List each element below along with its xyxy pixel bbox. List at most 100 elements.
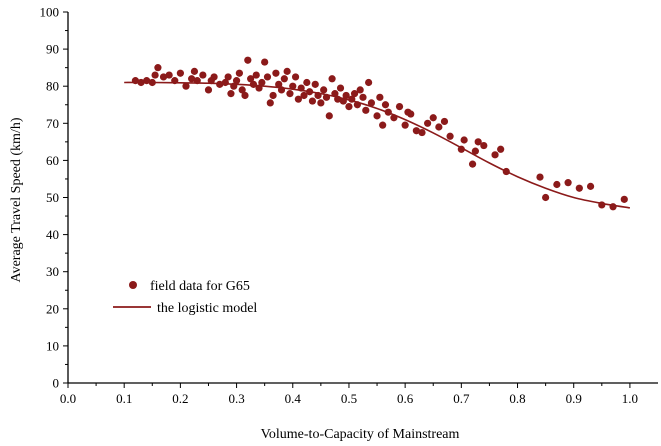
data-point bbox=[429, 114, 437, 122]
data-point bbox=[266, 99, 274, 107]
data-point bbox=[176, 69, 184, 77]
data-point bbox=[249, 80, 258, 88]
data-point bbox=[263, 73, 272, 81]
data-point bbox=[137, 78, 145, 87]
data-point bbox=[345, 103, 353, 111]
data-point bbox=[564, 179, 572, 187]
data-point bbox=[255, 84, 263, 92]
x-axis-ticks: 0.0 0.1 0.2 0.3 0.4 0.5 0.6 0.7 0.8 0.9 1.0 bbox=[60, 383, 638, 406]
data-point bbox=[334, 95, 342, 103]
x-tick-label: 0.7 bbox=[453, 391, 470, 406]
data-point bbox=[238, 86, 246, 94]
data-point bbox=[339, 97, 347, 105]
x-tick-label: 1.0 bbox=[622, 391, 638, 406]
data-point bbox=[384, 108, 392, 116]
data-point bbox=[322, 93, 331, 101]
data-point bbox=[395, 103, 404, 111]
data-point bbox=[348, 95, 356, 103]
data-point bbox=[154, 64, 162, 72]
data-point bbox=[328, 75, 336, 83]
data-point bbox=[620, 195, 628, 203]
data-point bbox=[297, 84, 305, 92]
data-point bbox=[247, 75, 255, 83]
logistic-model-curve bbox=[124, 81, 631, 209]
data-point bbox=[283, 67, 291, 75]
data-point bbox=[280, 75, 288, 83]
data-point bbox=[457, 145, 465, 153]
data-point bbox=[204, 86, 213, 94]
data-point bbox=[148, 78, 156, 87]
legend-label-field-data: field data for G65 bbox=[150, 279, 250, 294]
y-axis-title: Average Travel Speed (km/h) bbox=[9, 117, 24, 282]
data-point bbox=[188, 75, 196, 83]
data-point bbox=[294, 95, 302, 103]
data-point bbox=[497, 145, 505, 153]
data-point bbox=[362, 106, 370, 114]
data-point bbox=[468, 160, 477, 168]
data-point bbox=[159, 73, 168, 81]
data-point bbox=[227, 90, 235, 98]
data-point bbox=[244, 56, 252, 64]
y-tick-label: 70 bbox=[46, 116, 59, 131]
data-point bbox=[291, 73, 300, 81]
data-point bbox=[379, 121, 387, 129]
data-point bbox=[350, 90, 359, 98]
y-tick-label: 50 bbox=[46, 190, 59, 205]
data-point bbox=[474, 138, 482, 146]
legend: field data for G65 the logistic model bbox=[113, 279, 257, 316]
data-point bbox=[542, 193, 550, 202]
data-point bbox=[536, 173, 544, 181]
data-point bbox=[446, 132, 454, 140]
data-point bbox=[303, 78, 311, 87]
x-axis-title: Volume-to-Capacity of Mainstream bbox=[261, 427, 460, 442]
data-point bbox=[376, 93, 384, 101]
legend-label-logistic-model: the logistic model bbox=[157, 301, 257, 316]
data-point bbox=[502, 167, 510, 176]
data-point bbox=[480, 141, 488, 150]
x-tick-label: 0.8 bbox=[509, 391, 525, 406]
data-point bbox=[289, 82, 297, 90]
data-point bbox=[193, 77, 201, 85]
field-data-points bbox=[131, 56, 628, 211]
data-point bbox=[221, 78, 229, 87]
y-tick-label: 30 bbox=[46, 264, 59, 279]
y-tick-label: 80 bbox=[46, 79, 59, 94]
data-point bbox=[151, 71, 159, 79]
data-point bbox=[491, 151, 499, 159]
data-point bbox=[171, 77, 179, 85]
data-point bbox=[311, 80, 319, 88]
data-point bbox=[359, 93, 367, 101]
data-point bbox=[367, 99, 376, 107]
data-point bbox=[275, 80, 283, 88]
x-tick-label: 0.0 bbox=[60, 391, 76, 406]
data-point bbox=[460, 136, 468, 144]
x-tick-label: 0.6 bbox=[397, 391, 414, 406]
data-point bbox=[216, 80, 224, 88]
data-point bbox=[471, 147, 479, 155]
data-point bbox=[235, 69, 243, 77]
y-tick-label: 10 bbox=[46, 338, 59, 353]
data-point bbox=[373, 112, 381, 120]
data-point bbox=[407, 110, 415, 118]
data-point bbox=[286, 90, 294, 98]
data-point bbox=[277, 86, 286, 94]
data-point bbox=[418, 128, 426, 137]
data-point bbox=[353, 101, 361, 109]
data-point bbox=[381, 101, 390, 109]
data-point bbox=[435, 123, 443, 131]
y-tick-label: 20 bbox=[46, 301, 59, 316]
data-point bbox=[230, 82, 238, 90]
data-point bbox=[317, 99, 325, 107]
data-point bbox=[143, 77, 151, 85]
data-point bbox=[241, 91, 249, 100]
data-point bbox=[165, 71, 173, 79]
x-tick-label: 0.1 bbox=[116, 391, 132, 406]
y-tick-label: 0 bbox=[53, 376, 60, 391]
data-point bbox=[252, 71, 260, 79]
data-point bbox=[300, 91, 308, 100]
data-point bbox=[210, 73, 218, 81]
data-point bbox=[314, 91, 322, 100]
data-point bbox=[232, 77, 241, 85]
data-point bbox=[320, 86, 328, 94]
y-axis-ticks: 0 10 20 30 40 50 60 70 80 90 100 bbox=[40, 5, 68, 391]
